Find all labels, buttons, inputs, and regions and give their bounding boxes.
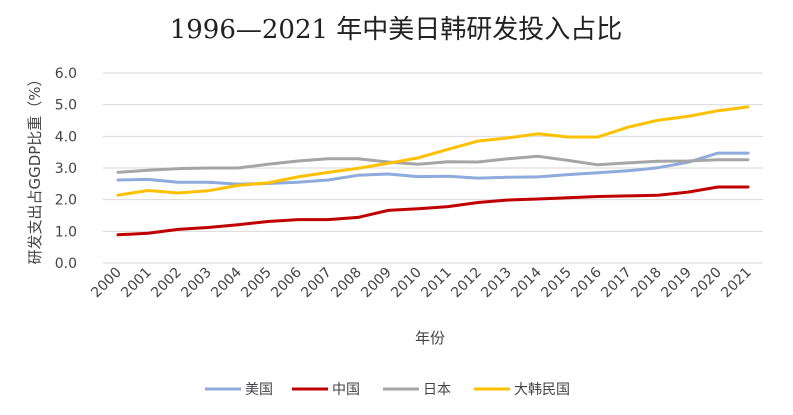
legend-item-1: 中国 [292,382,360,398]
x-tick-label: 2011 [418,265,455,302]
x-tick-label: 2015 [538,265,575,302]
series-line-1 [116,185,750,237]
x-tick-label: 2010 [388,265,425,302]
y-tick-label: 5.0 [55,98,77,114]
x-tick-label: 2017 [598,265,635,302]
x-tick-label: 2016 [568,264,605,301]
series-line-0 [116,151,750,186]
x-tick-label: 2001 [118,265,155,302]
y-tick-label: 0.0 [55,256,77,272]
x-tick-label: 2019 [658,265,695,302]
legend-label: 日本 [423,382,451,398]
x-tick-label: 2013 [478,265,515,302]
series-line-2 [116,154,750,174]
legend-item-2: 日本 [383,382,451,398]
series-line-3 [116,105,750,197]
x-tick-label: 2000 [88,265,125,302]
y-axis-title: 研发支出占GGDP比重（%） [26,71,44,264]
x-axis-title: 年份 [415,329,445,347]
x-tick-label: 2008 [328,265,365,302]
legend-item-3: 大韩民国 [474,382,570,398]
x-tick-label: 2009 [358,265,395,302]
legend-label: 美国 [245,382,273,398]
y-tick-label: 3.0 [55,161,77,177]
y-tick-label: 6.0 [55,66,77,82]
x-tick-label: 2005 [238,265,275,302]
x-axis-ticks: 2000200120022003200420052006200720082009… [88,264,755,301]
y-tick-label: 2.0 [55,193,77,209]
y-tick-label: 1.0 [55,224,77,240]
legend-item-0: 美国 [205,382,273,398]
legend-label: 大韩民国 [514,382,570,398]
x-tick-label: 2021 [718,265,755,302]
x-tick-label: 2014 [508,264,545,301]
legend-label: 中国 [332,382,360,398]
chart-title: 1996—2021 年中美日韩研发投入占比 [170,15,623,45]
y-tick-label: 4.0 [55,129,77,145]
x-tick-label: 2006 [268,264,305,301]
x-tick-label: 2004 [208,264,245,301]
x-tick-label: 2020 [688,265,725,302]
y-axis-ticks: 0.0 1.0 2.0 3.0 4.0 5.0 6.0 [55,66,77,272]
x-tick-label: 2002 [148,265,185,302]
x-tick-label: 2012 [448,265,485,302]
series-lines [116,105,750,237]
x-tick-label: 2018 [628,265,665,302]
legend: 美国 中国 日本 大韩民国 [205,382,570,398]
x-tick-label: 2007 [298,265,335,302]
x-tick-label: 2003 [178,265,215,302]
